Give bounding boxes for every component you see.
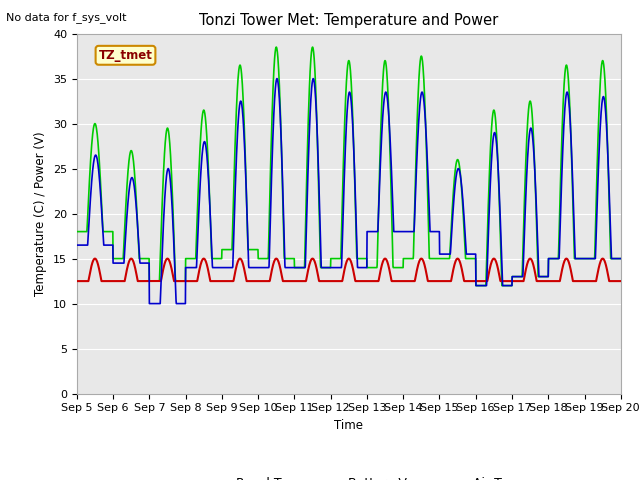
Text: No data for f_sys_volt: No data for f_sys_volt [6,12,127,23]
X-axis label: Time: Time [334,419,364,432]
Title: Tonzi Tower Met: Temperature and Power: Tonzi Tower Met: Temperature and Power [199,13,499,28]
Y-axis label: Temperature (C) / Power (V): Temperature (C) / Power (V) [35,132,47,296]
Text: TZ_tmet: TZ_tmet [99,49,152,62]
Legend: Panel T, Battery V, Air T: Panel T, Battery V, Air T [190,472,508,480]
